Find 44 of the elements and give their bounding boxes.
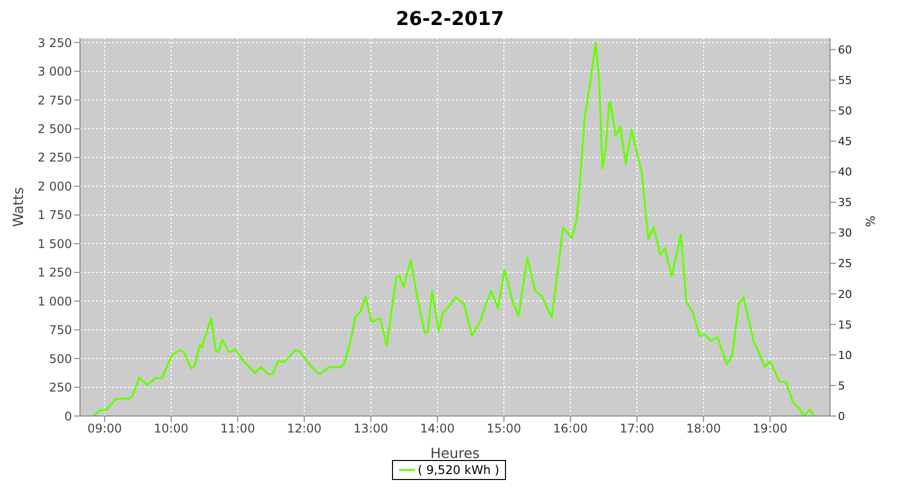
- y2-tick-label: 10: [838, 348, 852, 362]
- y2-tick-label: 0: [838, 410, 845, 423]
- y-tick-label: 750: [49, 323, 72, 338]
- y2-tick-label: 20: [838, 288, 852, 301]
- x-tick-label: 18:00: [686, 422, 721, 436]
- y-tick-label: 2 000: [38, 179, 72, 194]
- x-tick-label: 11:00: [220, 422, 256, 436]
- y-tick-label: 250: [49, 380, 72, 395]
- y2-tick-label: 60: [838, 44, 852, 57]
- y2-tick-label: 25: [838, 257, 852, 270]
- y-axis-title: Watts: [10, 187, 27, 227]
- x-axis-title: Heures: [430, 446, 480, 462]
- y2-tick-label: 5: [838, 379, 845, 392]
- x-tick-label: 12:00: [286, 422, 322, 436]
- legend-label: ( 9,520 kWh ): [418, 463, 500, 477]
- y2-tick-label: 55: [838, 74, 852, 88]
- x-tick-label: 09:00: [87, 422, 122, 436]
- y-tick-label: 2 500: [38, 122, 72, 136]
- y-tick-label: 3 000: [38, 64, 72, 79]
- y-tick-label: 1 250: [38, 266, 72, 280]
- y-tick-label: 2 250: [38, 150, 72, 165]
- y2-tick-label: 40: [838, 166, 852, 179]
- x-tick-label: 17:00: [620, 422, 654, 436]
- y2-tick-label: 15: [838, 318, 852, 332]
- y2-tick-label: 35: [838, 196, 852, 210]
- y2-tick-label: 30: [838, 226, 852, 240]
- y-tick-label: 1 000: [38, 294, 72, 308]
- y-tick-label: 0: [64, 409, 72, 424]
- chart-title: 26-2-2017: [394, 8, 506, 32]
- y-tick-label: 3 250: [38, 36, 72, 50]
- x-tick-label: 19:00: [752, 422, 788, 436]
- y2-tick-label: 45: [838, 135, 852, 148]
- y-tick-label: 2 750: [38, 93, 72, 108]
- y2-tick-label: 50: [838, 104, 852, 118]
- x-tick-label: 14:00: [420, 422, 455, 436]
- y2-axis-title: %: [862, 216, 877, 227]
- y-tick-label: 1 500: [38, 236, 72, 251]
- x-tick-label: 15:00: [486, 422, 522, 436]
- x-tick-label: 13:00: [354, 422, 388, 436]
- x-tick-label: 16:00: [553, 422, 588, 436]
- y-tick-label: 500: [49, 352, 72, 366]
- y-tick-label: 1 750: [38, 208, 72, 222]
- x-tick-label: 10:00: [154, 422, 188, 436]
- line-series: [92, 42, 816, 416]
